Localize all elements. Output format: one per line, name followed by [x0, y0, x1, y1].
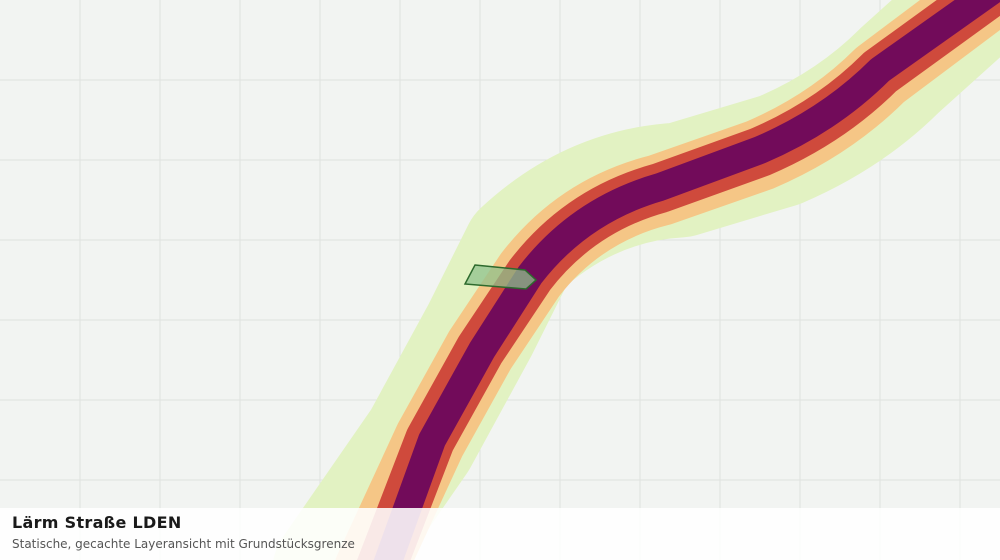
- map-title: Lärm Straße LDEN: [12, 513, 182, 532]
- noise-band-max: [373, 0, 1000, 560]
- caption: Lärm Straße LDEN Statische, gecachte Lay…: [0, 508, 1000, 560]
- parcel-boundary: [463, 264, 538, 290]
- map-subtitle: Statische, gecachte Layeransicht mit Gru…: [12, 537, 355, 551]
- noise-bands: [273, 0, 1000, 560]
